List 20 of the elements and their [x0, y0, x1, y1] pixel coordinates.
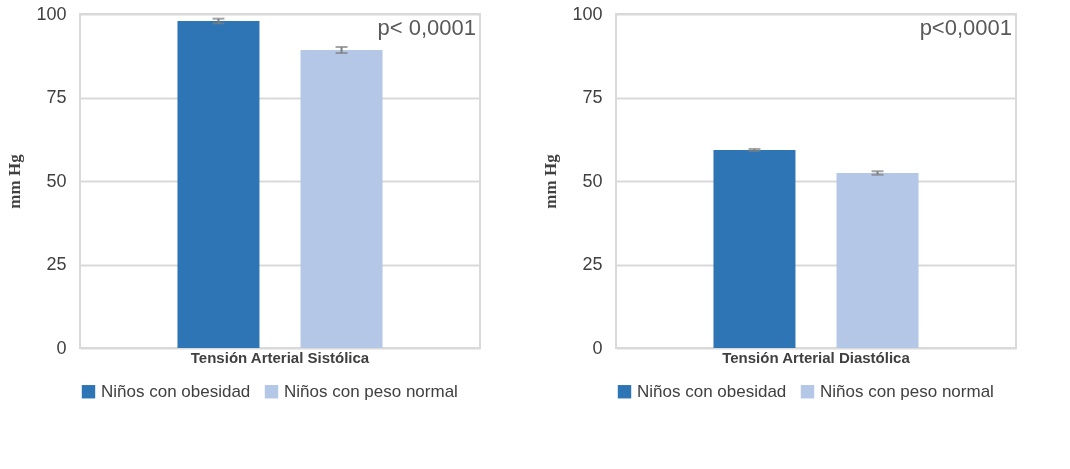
legend-label: Niños con peso normal [284, 381, 458, 401]
y-tick-label: 100 [572, 3, 603, 24]
y-tick-label: 0 [592, 337, 603, 358]
y-axis-title: mm Hg [5, 153, 25, 209]
x-tick-label: Tensión Arterial Sistólica [190, 348, 370, 366]
legend-label: Niños con peso normal [820, 381, 994, 401]
y-tick-label: 50 [46, 170, 67, 191]
y-tick-label: 25 [582, 254, 603, 274]
y-tick-label: 0 [56, 337, 67, 358]
legend-label: Niños con obesidad [101, 381, 251, 401]
y-axis-title: mm Hg [541, 153, 561, 209]
legend-label: Niños con obesidad [637, 381, 787, 401]
x-tick-label: Tensión Arterial Diastólica [722, 348, 911, 366]
y-tick-label: 75 [46, 87, 67, 107]
y-tick-label: 50 [582, 170, 603, 191]
y-tick-label: 75 [582, 87, 603, 107]
annotation: p<0,0001 [919, 15, 1012, 40]
y-tick-label: 100 [36, 3, 67, 24]
annotation: p< 0,0001 [377, 15, 476, 40]
y-tick-label: 25 [46, 254, 67, 274]
